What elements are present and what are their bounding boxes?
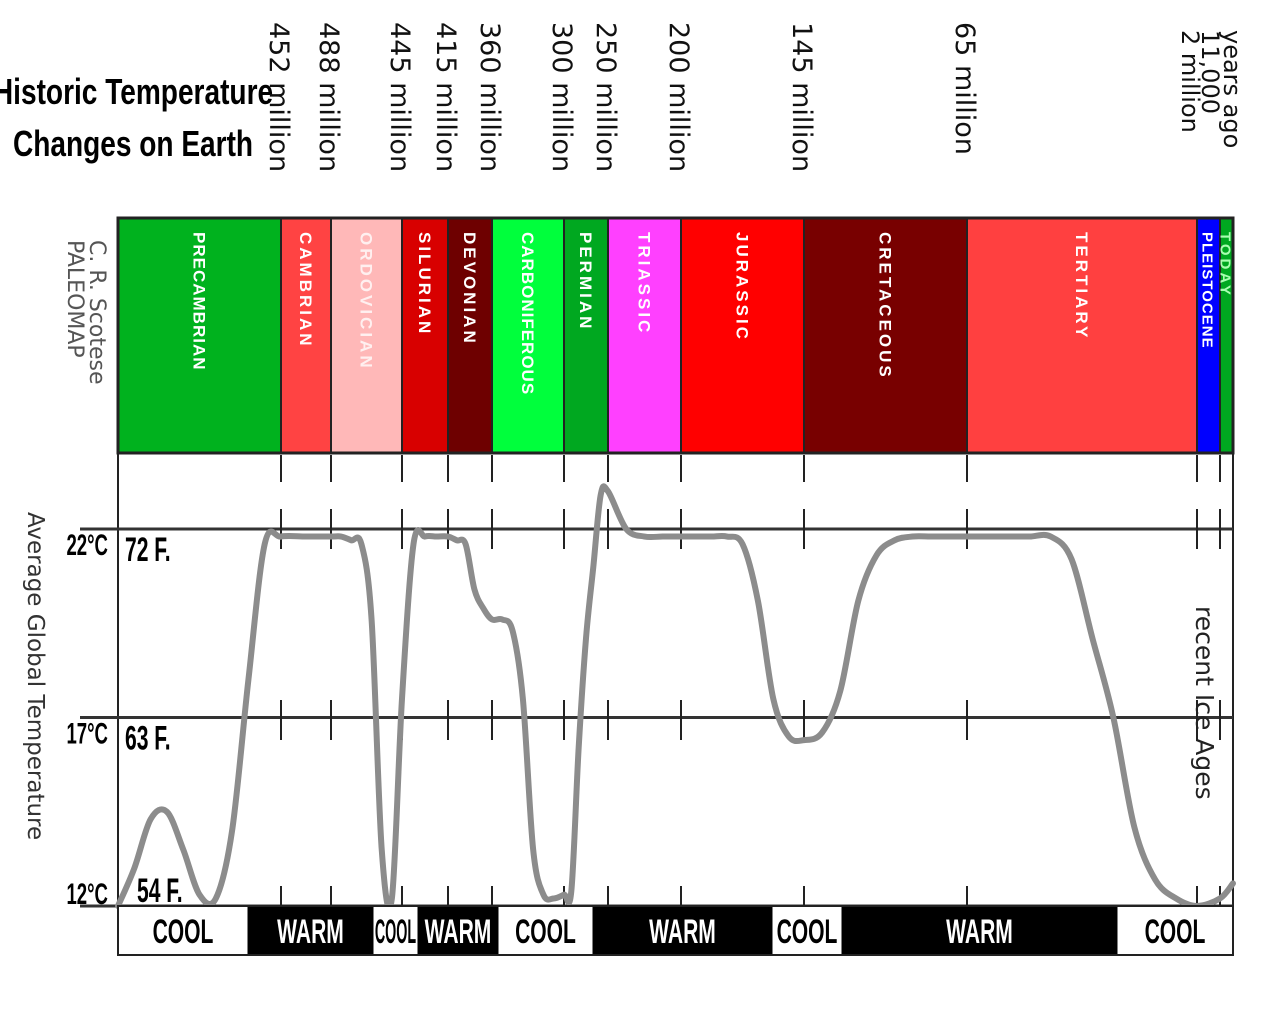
period-block-cretaceous: [803, 217, 968, 454]
period-label: PLEISTOCENE: [1199, 232, 1216, 349]
period-label: CRETACEOUS: [876, 232, 895, 380]
recent-ice-ages-annotation: recent Ice Ages: [1190, 606, 1219, 800]
period-block-carboniferous: [491, 217, 565, 454]
climate-band-cool: [117, 905, 249, 956]
climate-band-label: WARM: [277, 912, 344, 950]
time-tick-label: 445 million: [384, 22, 415, 172]
fahrenheit-label: 63 F.: [125, 718, 171, 756]
climate-band-warm: [247, 905, 374, 956]
period-block-jurassic: [680, 217, 805, 454]
time-tick-label: 300 million: [546, 22, 577, 172]
time-tick-label-recent: 11,000: [1196, 30, 1224, 114]
chart-title-line2: Changes on Earth: [13, 124, 253, 164]
period-label: PRECAMBRIAN: [190, 232, 209, 371]
climate-band-label: WARM: [649, 912, 716, 950]
time-tick-label: 452 million: [263, 22, 294, 172]
period-block-triassic: [607, 217, 682, 454]
time-tick-label: 415 million: [430, 22, 461, 172]
credit-line1: C. R. Scotese: [84, 240, 109, 385]
period-label: JURASSIC: [733, 232, 752, 342]
celsius-label: 17°C: [66, 717, 108, 751]
fahrenheit-label: 54 F.: [137, 871, 183, 909]
climate-band-label: COOL: [1145, 912, 1206, 950]
climate-band-cool: [1116, 905, 1234, 956]
celsius-label: 12°C: [66, 878, 108, 912]
climate-band-label: WARM: [425, 912, 492, 950]
period-label: TERTIARY: [1072, 232, 1091, 340]
time-tick-label-recent: 2 million: [1176, 30, 1204, 133]
period-label: TODAY: [1217, 232, 1234, 298]
chart-title-line1: Historic Temperature: [0, 72, 273, 112]
period-label: CAMBRIAN: [296, 232, 315, 349]
celsius-label: 22°C: [66, 529, 108, 563]
time-tick-label: 65 million: [949, 22, 980, 155]
climate-band-label: COOL: [375, 912, 416, 951]
time-tick-label: 488 million: [313, 22, 344, 172]
period-label: PERMIAN: [576, 232, 595, 331]
period-label: ORDOVICIAN: [357, 232, 376, 371]
climate-band-label: COOL: [777, 912, 838, 950]
period-label: CARBONIFEROUS: [518, 232, 537, 395]
period-band-border: [116, 216, 1235, 455]
time-tick-label-recent: years ago: [1218, 30, 1246, 148]
climate-band-border: [117, 905, 1234, 956]
fahrenheit-label: 72 F.: [125, 530, 171, 568]
time-tick-label: 200 million: [663, 22, 694, 172]
period-label: DEVONIAN: [460, 232, 479, 346]
climate-band-label: WARM: [946, 912, 1013, 950]
time-tick-label: 360 million: [474, 22, 505, 172]
y-axis-label: Average Global Temperature: [22, 512, 48, 840]
climate-band-label: COOL: [515, 912, 576, 950]
climate-band-label: COOL: [153, 912, 214, 950]
temperature-curve: [115, 483, 1236, 911]
time-tick-label: 250 million: [590, 22, 621, 172]
period-label: SILURIAN: [415, 232, 434, 336]
time-tick-label: 145 million: [786, 22, 817, 172]
climate-band-warm: [841, 905, 1118, 956]
period-label: TRIASSIC: [635, 232, 654, 335]
credit-line2: PALEOMAP: [62, 240, 87, 358]
